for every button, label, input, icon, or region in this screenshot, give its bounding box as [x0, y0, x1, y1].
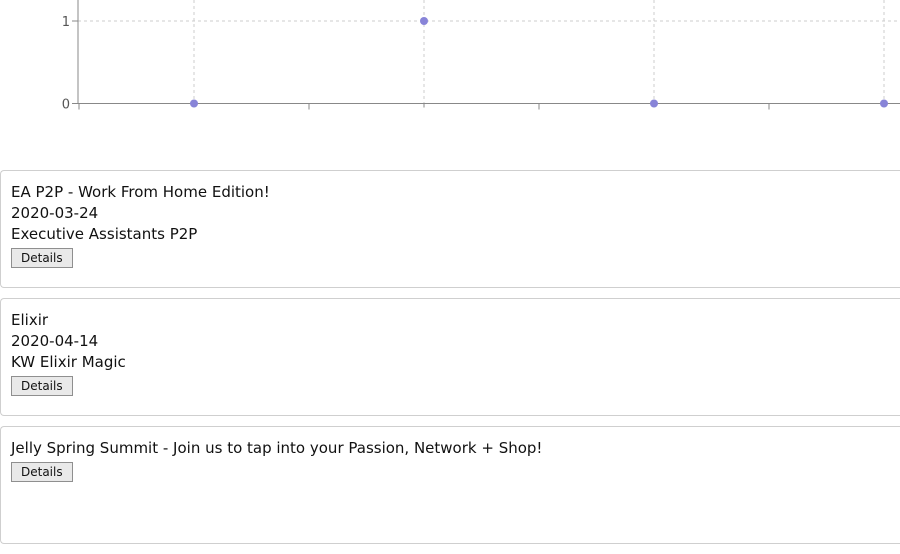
data-point [420, 17, 428, 25]
event-date: 2020-03-24 [11, 204, 99, 222]
y-tick-label: 1 [62, 15, 70, 30]
data-point [190, 99, 198, 108]
event-organizer: KW Elixir Magic [11, 353, 126, 371]
event-card: Elixir 2020-04-14 KW Elixir Magic Detail… [0, 298, 900, 416]
event-organizer: Executive Assistants P2P [11, 225, 198, 243]
event-title: Jelly Spring Summit - Join us to tap int… [11, 439, 543, 457]
event-list: EA P2P - Work From Home Edition! 2020-03… [0, 170, 900, 554]
events-chart-svg: 01 [62, 0, 900, 113]
event-date: 2020-04-14 [11, 332, 99, 350]
data-point [650, 99, 658, 108]
y-tick-label: 0 [62, 98, 70, 113]
event-title: EA P2P - Work From Home Edition! [11, 183, 270, 201]
details-button[interactable]: Details [11, 376, 73, 396]
event-card: Jelly Spring Summit - Join us to tap int… [0, 426, 900, 544]
details-button[interactable]: Details [11, 462, 73, 482]
event-card: EA P2P - Work From Home Edition! 2020-03… [0, 170, 900, 288]
event-title: Elixir [11, 311, 49, 329]
details-button[interactable]: Details [11, 248, 73, 268]
data-point [880, 99, 888, 108]
